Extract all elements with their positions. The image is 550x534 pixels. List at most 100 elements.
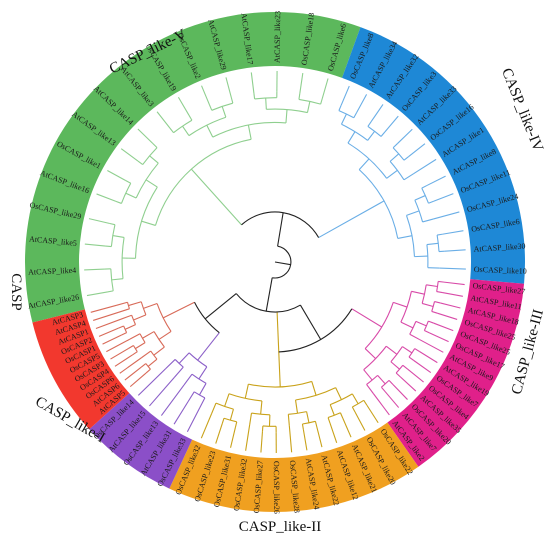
branch xyxy=(389,153,400,162)
branch-arc xyxy=(409,321,417,335)
branch xyxy=(414,255,428,258)
leaf-label: OsCASP_like10 xyxy=(474,265,527,276)
branch-arc xyxy=(120,183,132,204)
branch xyxy=(403,173,414,181)
branch xyxy=(437,233,443,236)
branch-leaf xyxy=(92,311,119,321)
branch xyxy=(128,345,134,349)
branch-leaf xyxy=(340,85,350,106)
branch xyxy=(327,417,331,424)
branch xyxy=(137,160,144,165)
branch-leaf xyxy=(316,426,323,448)
branch-arc xyxy=(126,302,130,309)
branch xyxy=(406,210,420,216)
branch xyxy=(395,372,401,378)
branch xyxy=(367,130,376,141)
branch xyxy=(105,245,112,248)
branch xyxy=(436,290,443,294)
branch-arc xyxy=(132,345,138,353)
branch-leaf xyxy=(95,318,122,329)
branch-arc xyxy=(363,345,387,371)
branch xyxy=(187,391,195,402)
branch xyxy=(141,350,152,359)
core-arc xyxy=(278,308,353,353)
branch xyxy=(403,156,409,161)
branch-leaf xyxy=(86,291,108,297)
branch-leaf xyxy=(215,423,223,444)
branch-leaf xyxy=(372,393,390,416)
branch xyxy=(392,143,398,149)
branch-leaf xyxy=(444,249,466,252)
branch xyxy=(165,359,176,370)
branch xyxy=(121,332,127,336)
branch xyxy=(224,393,230,407)
branch xyxy=(366,384,374,394)
branch-leaf xyxy=(160,384,185,416)
branch-leaf xyxy=(84,243,106,247)
branch xyxy=(364,348,377,360)
branch xyxy=(377,375,386,385)
branch xyxy=(351,406,356,413)
branch-leaf xyxy=(442,292,463,297)
branch-leaf xyxy=(96,193,117,202)
branch xyxy=(142,331,155,339)
branch-leaf xyxy=(366,404,379,424)
branch-leaf xyxy=(321,78,329,99)
core-branch xyxy=(299,304,322,340)
branch-leaf xyxy=(396,128,413,145)
clade-color-bands xyxy=(25,12,525,512)
branch-leaf xyxy=(356,94,368,113)
branch xyxy=(221,106,227,118)
clade-label: CASP_like-II xyxy=(239,519,322,534)
branch-leaf xyxy=(400,376,417,392)
branch xyxy=(393,301,408,308)
clade-stem xyxy=(276,311,281,387)
branch xyxy=(199,397,206,409)
branch-leaf xyxy=(342,417,352,438)
branch xyxy=(135,342,146,350)
branch xyxy=(424,330,430,334)
clade-stem xyxy=(190,168,242,226)
branch-leaf xyxy=(440,302,461,309)
branch xyxy=(107,290,114,293)
branch xyxy=(294,399,299,414)
branch xyxy=(367,121,372,127)
branch xyxy=(128,301,142,307)
branch xyxy=(115,200,122,204)
branch xyxy=(287,414,290,426)
branch xyxy=(329,404,335,416)
leaf-label: AtCASP_like23 xyxy=(273,11,283,63)
branch xyxy=(141,220,156,226)
branch xyxy=(385,345,398,355)
branch-leaf xyxy=(173,401,189,425)
branch-arc xyxy=(426,244,429,268)
branch xyxy=(347,131,356,144)
branch xyxy=(209,104,213,111)
branch xyxy=(169,127,174,134)
branch xyxy=(335,387,342,400)
branch xyxy=(408,356,415,361)
branch-arc xyxy=(389,161,405,181)
branch-arc xyxy=(395,364,404,374)
core-arc xyxy=(194,302,220,334)
branch xyxy=(306,101,311,113)
branch xyxy=(397,235,413,239)
branch xyxy=(363,369,373,381)
branch-leaf xyxy=(433,322,454,332)
branch-leaf xyxy=(156,111,171,129)
branch xyxy=(244,384,249,399)
branch xyxy=(285,109,288,123)
branch-leaf xyxy=(177,96,190,116)
branch xyxy=(386,169,398,179)
branch-arc xyxy=(338,110,355,119)
branch-arc xyxy=(421,284,427,304)
branch xyxy=(198,383,207,396)
branch-leaf xyxy=(413,158,437,175)
branch xyxy=(311,381,317,396)
tree-branches xyxy=(84,71,466,454)
branch xyxy=(247,124,252,140)
branch-arc xyxy=(251,412,270,416)
branch xyxy=(118,325,124,329)
branch-leaf xyxy=(439,267,466,270)
branch-arc xyxy=(140,301,147,316)
